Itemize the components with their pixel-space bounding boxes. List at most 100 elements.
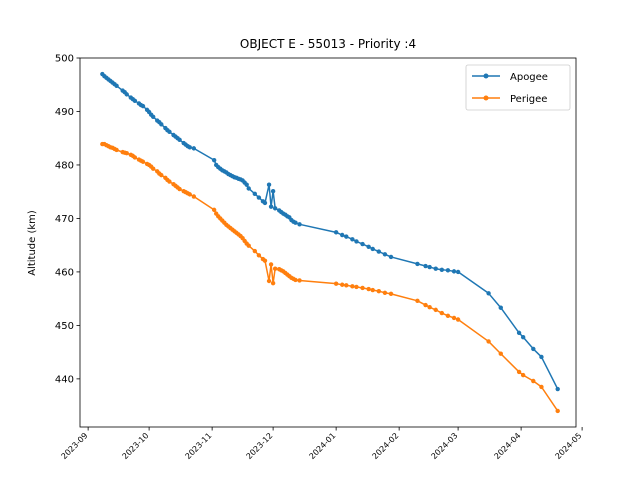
perigee-point (297, 278, 302, 283)
perigee-point (423, 302, 428, 308)
apogee-point (455, 269, 461, 275)
perigee-point (262, 258, 268, 263)
apogee-point (297, 222, 302, 227)
apogee-point (333, 230, 339, 235)
perigee-legend-label: Perigee (510, 94, 547, 105)
apogee-point (433, 266, 438, 271)
y-tick-label: 480 (55, 160, 74, 171)
apogee-point (360, 241, 365, 247)
apogee-point (376, 249, 382, 254)
perigee-point (486, 339, 491, 344)
perigee-point (191, 194, 197, 199)
legend: Apogee Perigee (465, 64, 571, 111)
y-tick-label: 470 (55, 214, 74, 225)
perigee-point (520, 372, 526, 378)
perigee-point (268, 262, 274, 267)
perigee-point (498, 351, 503, 356)
apogee-point (244, 182, 249, 187)
perigee-point (333, 281, 339, 286)
apogee-point (382, 252, 388, 257)
apogee-point (150, 114, 156, 120)
perigee-point (150, 166, 156, 171)
apogee-point (531, 346, 536, 352)
perigee-point (132, 155, 138, 160)
perigee-point (415, 298, 420, 303)
perigee-point (376, 288, 382, 294)
y-tick-label: 440 (55, 374, 74, 385)
perigee-point (252, 248, 258, 254)
perigee-point (388, 291, 394, 297)
perigee-point (370, 287, 375, 293)
apogee-point (140, 103, 146, 109)
apogee-point (187, 145, 192, 150)
apogee-point (388, 254, 394, 260)
apogee-point (555, 386, 560, 392)
perigee-point (366, 286, 371, 292)
apogee-point (539, 354, 544, 360)
apogee-point (293, 220, 298, 225)
perigee-point (427, 305, 432, 310)
apogee-point (177, 137, 182, 143)
perigee-point (350, 284, 355, 289)
y-tick-label: 460 (55, 267, 74, 278)
perigee-point (114, 147, 119, 153)
apogee-point (266, 182, 272, 187)
perigee-point (246, 243, 251, 248)
apogee-point (167, 129, 172, 134)
y-tick-label: 500 (55, 54, 74, 65)
apogee-legend-label: Apogee (510, 72, 548, 83)
apogee-series (100, 71, 560, 392)
apogee-point (423, 263, 428, 269)
perigee-point (555, 408, 560, 414)
perigee-point (167, 179, 172, 184)
apogee-point (366, 244, 371, 249)
perigee-point (211, 207, 217, 213)
apogee-point (354, 239, 359, 244)
apogee-point (124, 92, 129, 97)
apogee-point (350, 237, 355, 242)
apogee-point (270, 188, 276, 194)
perigee-point (177, 186, 182, 192)
perigee-point (539, 384, 544, 390)
y-tick-label: 490 (55, 107, 74, 118)
apogee-point (415, 261, 420, 267)
apogee-point (246, 186, 251, 191)
perigee-point (516, 369, 522, 375)
apogee-legend-marker (483, 73, 489, 79)
apogee-point (427, 264, 432, 270)
perigee-point (433, 307, 438, 313)
apogee-point (252, 191, 258, 197)
apogee-point (340, 232, 345, 238)
perigee-point (344, 283, 349, 288)
apogee-point (191, 146, 197, 151)
y-axis: 440 450 460 470 480 490 500 (55, 54, 80, 385)
apogee-point (272, 206, 278, 211)
perigee-series (100, 141, 560, 414)
perigee-point (266, 278, 272, 284)
apogee-point (262, 200, 268, 206)
perigee-point (187, 192, 192, 197)
perigee-legend-marker (483, 95, 489, 101)
apogee-point (516, 330, 522, 336)
perigee-point (360, 285, 365, 291)
y-axis-label: Altitude (km) (27, 210, 38, 276)
apogee-point (211, 157, 217, 163)
apogee-point (439, 267, 445, 272)
perigee-point (382, 290, 388, 295)
apogee-point (114, 83, 119, 89)
perigee-point (439, 310, 445, 316)
perigee-point (451, 315, 457, 321)
perigee-point (531, 378, 536, 384)
apogee-point (520, 334, 526, 340)
perigee-point (124, 150, 129, 156)
apogee-point (132, 98, 138, 103)
perigee-point (354, 284, 359, 290)
perigee-point (340, 282, 345, 287)
apogee-point (445, 268, 451, 273)
apogee-point (256, 195, 262, 200)
perigee-point (445, 313, 451, 318)
perigee-point (293, 277, 298, 283)
perigee-point (455, 317, 461, 322)
apogee-point (498, 305, 503, 310)
